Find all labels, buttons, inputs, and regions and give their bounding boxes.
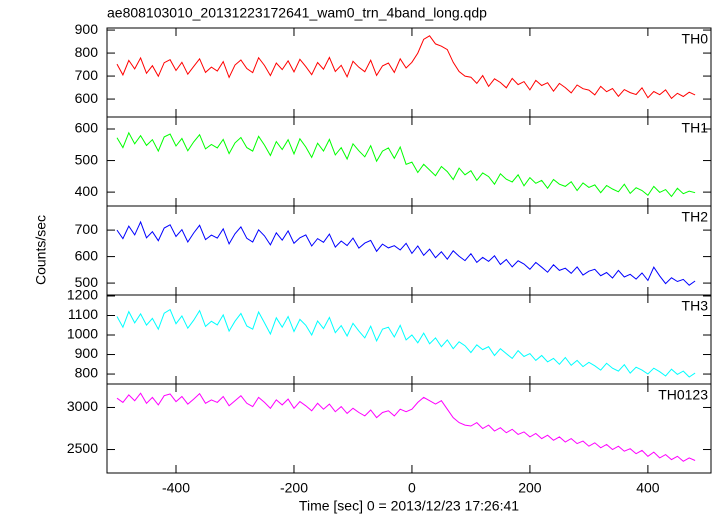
- panel-label: TH0123: [658, 387, 708, 403]
- y-tick-label: 1200: [67, 287, 98, 303]
- panel-label: TH3: [682, 298, 709, 314]
- panel-label: TH1: [682, 120, 709, 136]
- panel-label: TH0: [682, 31, 709, 47]
- data-line: [116, 35, 696, 100]
- y-tick-label: 500: [75, 274, 99, 290]
- chart-title: ae808103010_20131223172641_wam0_trn_4ban…: [107, 5, 487, 21]
- y-tick-label: 800: [75, 365, 99, 381]
- y-tick-label: 1000: [67, 326, 98, 342]
- x-tick-label: -200: [280, 480, 308, 496]
- y-tick-label: 900: [75, 345, 99, 361]
- panel-label: TH2: [682, 209, 709, 225]
- y-tick-label: 1100: [68, 306, 98, 322]
- y-tick-label: 400: [75, 183, 99, 199]
- x-tick-label: 400: [636, 480, 660, 496]
- data-line: [116, 131, 696, 198]
- panel-frame: [106, 205, 712, 296]
- y-tick-label: 500: [75, 151, 99, 167]
- x-axis-label: Time [sec] 0 = 2013/12/23 17:26:41: [299, 498, 519, 514]
- y-tick-label: 800: [75, 44, 99, 60]
- y-tick-label: 3000: [67, 398, 98, 414]
- y-tick-label: 600: [75, 247, 99, 263]
- y-tick-label: 2500: [67, 440, 98, 456]
- x-tick-label: -400: [162, 480, 190, 496]
- panel-frame: [106, 116, 712, 207]
- data-line: [116, 220, 696, 286]
- y-tick-label: 600: [75, 120, 99, 136]
- y-tick-label: 700: [75, 221, 99, 237]
- data-line: [116, 308, 696, 378]
- x-tick-label: 0: [408, 480, 416, 496]
- data-line: [116, 392, 696, 462]
- y-tick-label: 700: [75, 67, 99, 83]
- y-tick-label: 600: [75, 90, 99, 106]
- y-axis-label: Counts/sec: [33, 215, 49, 285]
- x-tick-label: 200: [518, 480, 542, 496]
- panel-frame: [106, 294, 712, 385]
- y-tick-label: 900: [75, 21, 99, 37]
- panel-frame: [106, 27, 712, 118]
- panel-frame: [106, 383, 712, 474]
